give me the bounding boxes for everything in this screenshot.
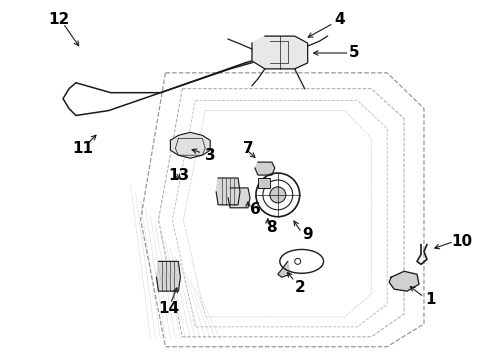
- Text: 1: 1: [426, 292, 436, 307]
- Text: 4: 4: [334, 12, 345, 27]
- Polygon shape: [216, 178, 240, 205]
- Text: 11: 11: [73, 141, 94, 156]
- Text: 3: 3: [205, 148, 216, 163]
- Text: 9: 9: [302, 227, 313, 242]
- Polygon shape: [258, 178, 270, 188]
- Polygon shape: [156, 261, 180, 291]
- Polygon shape: [171, 132, 210, 158]
- Text: 12: 12: [49, 12, 70, 27]
- Circle shape: [270, 187, 286, 203]
- Polygon shape: [278, 261, 290, 277]
- Text: 6: 6: [249, 202, 260, 217]
- Text: 14: 14: [158, 301, 179, 316]
- Polygon shape: [252, 36, 308, 69]
- Polygon shape: [228, 188, 250, 208]
- Text: 13: 13: [168, 167, 189, 183]
- Text: 7: 7: [243, 141, 253, 156]
- Text: 2: 2: [294, 280, 305, 295]
- Polygon shape: [255, 162, 275, 175]
- Polygon shape: [389, 271, 419, 291]
- Text: 8: 8: [267, 220, 277, 235]
- Text: 10: 10: [451, 234, 472, 249]
- Text: 5: 5: [349, 45, 360, 60]
